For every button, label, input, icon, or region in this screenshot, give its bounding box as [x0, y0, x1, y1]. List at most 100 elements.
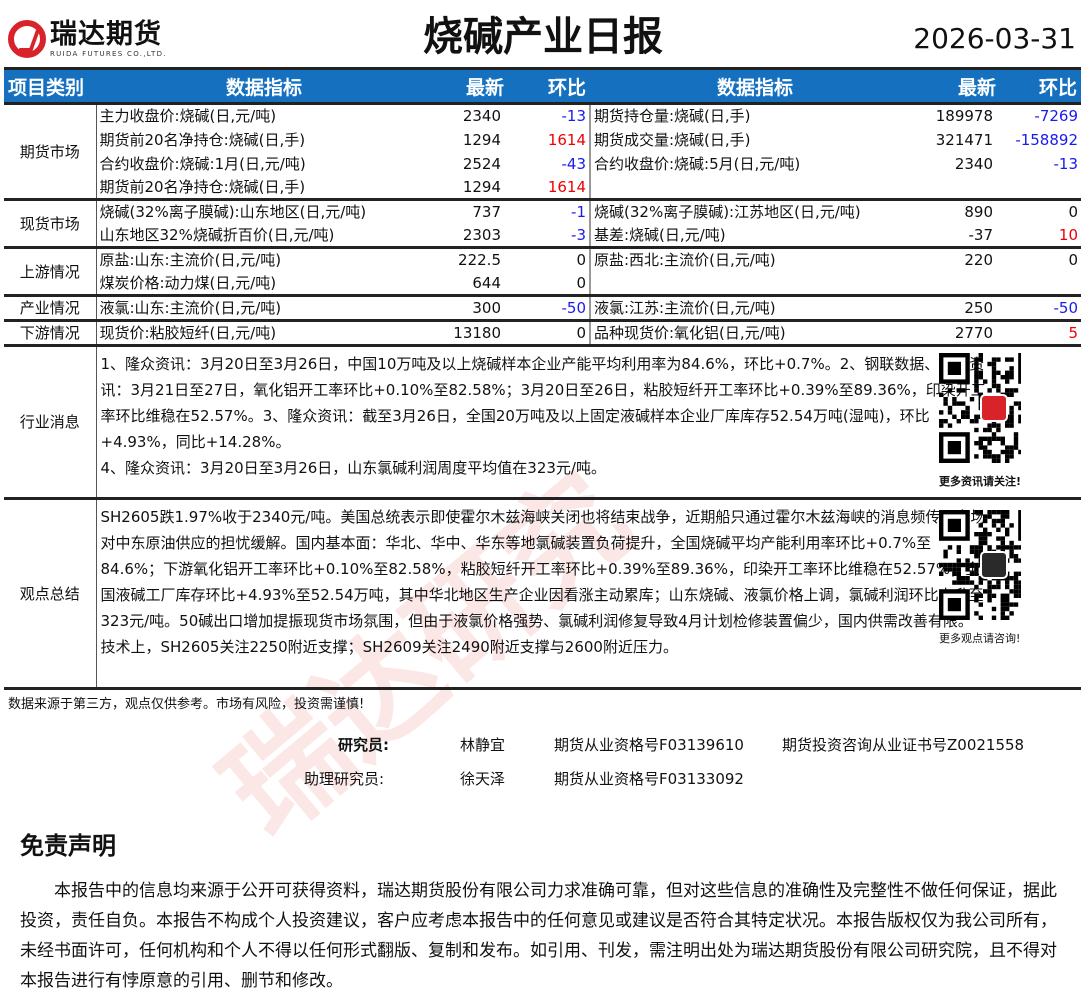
indicator-right-cell: 期货持仓量:烧碱(日,手) [590, 102, 920, 128]
indicator-right-cell: 期货成交量:烧碱(日,手) [594, 130, 751, 149]
category-cell: 产业情况 [4, 294, 97, 321]
company-logo: 瑞达期货 RUIDA FUTURES CO.,LTD. [8, 20, 167, 58]
latest-right-cell: 890 [920, 198, 996, 224]
latest-right-cell: 220 [920, 246, 996, 272]
change-right-cell: -50 [996, 294, 1081, 321]
latest-right-cell: 250 [920, 294, 996, 321]
researcher-role: 研究员: [338, 736, 389, 754]
latest-right-cell [920, 176, 996, 200]
latest-cell: 644 [472, 273, 501, 292]
change-right-cell: -7269 [996, 102, 1081, 128]
change-right-cell: 0 [996, 198, 1081, 224]
header-category: 项目类别 [4, 67, 96, 104]
report-title: 烧碱产业日报 [423, 14, 663, 60]
change-right-cell: -158892 [1015, 130, 1078, 149]
latest-right-cell: 321471 [935, 130, 993, 149]
header-indicator: 数据指标 [96, 67, 432, 104]
qr-caption: 更多资讯请关注! [939, 475, 1021, 488]
disclaimer-title: 免责声明 [20, 832, 116, 860]
indicator-cell: 期货前20名净持仓:烧碱(日,手) [99, 177, 306, 196]
header-indicator-right: 数据指标 [590, 67, 920, 104]
category-cell: 下游情况 [4, 319, 97, 346]
assistant-role: 助理研究员: [304, 770, 385, 788]
indicator-right-cell [590, 272, 920, 296]
latest-cell: 2303 [462, 225, 501, 244]
indicator-cell: 山东地区32%烧碱折百价(日,元/吨) [99, 225, 335, 244]
change-cell: 0 [504, 319, 591, 346]
table-row: 现货市场 烧碱(32%离子膜碱):山东地区(日,元/吨) 737 -1 烧碱(32%离子… [4, 198, 1081, 248]
researcher-cert: 期货从业资格号F03139610 [554, 736, 744, 754]
indicator-right-cell: 液氯:江苏:主流价(日,元/吨) [590, 294, 920, 321]
news-text: 1、隆众资讯：3月20日至3月26日，中国10万吨及以上烧碱样本企业产能平均利用… [96, 344, 996, 499]
news-body-4: 4、隆众资讯：3月20日至3月26日，山东氯碱利润周度平均值在323元/吨。 [100, 459, 607, 477]
change-cell: 1614 [504, 127, 591, 152]
logo-icon [8, 20, 46, 58]
change-cell: -43 [504, 151, 591, 176]
change-right-cell: -13 [1053, 154, 1079, 173]
indicator-cell: 合约收盘价:烧碱:1月(日,元/吨) [99, 154, 306, 173]
opinion-category: 观点总结 [4, 497, 97, 689]
change-cell: -13 [504, 102, 591, 128]
latest-cell: 2524 [462, 154, 501, 173]
latest-cell: 737 [432, 198, 504, 224]
qr-caption: 更多观点请咨询! [939, 632, 1021, 645]
wechat-qr-code-icon [939, 510, 1021, 620]
indicator-right-cell: 原盐:西北:主流价(日,元/吨) [590, 246, 920, 272]
header-latest-right: 最新 [920, 67, 996, 104]
researcher-name: 林静宜 [460, 736, 506, 754]
footnote: 数据来源于第三方，观点仅供参考。市场有风险，投资需谨慎! [8, 697, 365, 712]
latest-right-cell [920, 272, 996, 296]
change-cell: 0 [504, 271, 591, 296]
logo-english: RUIDA FUTURES CO.,LTD. [50, 50, 167, 58]
change-right-cell [996, 176, 1081, 200]
assistant-name: 徐天泽 [460, 770, 506, 788]
latest-cell: 13180 [432, 319, 504, 346]
opinion-qr: 更多观点请咨询! [936, 497, 1021, 689]
logo-name: 瑞达期货 [50, 19, 162, 50]
latest-right-cell: -37 [968, 225, 994, 244]
category-cell: 现货市场 [4, 198, 97, 248]
news-body: 1、隆众资讯：3月20日至3月26日，中国10万吨及以上烧碱样本企业产能平均利用… [100, 355, 986, 451]
change-cell: -3 [504, 223, 591, 248]
latest-right-cell: 189978 [920, 102, 996, 128]
change-cell: 1614 [504, 175, 591, 200]
latest-right-cell: 2770 [920, 319, 996, 346]
change-cell: -1 [504, 198, 591, 224]
change-right-cell: 0 [996, 246, 1081, 272]
indicator-cell: 原盐:山东:主流价(日,元/吨) [96, 246, 432, 272]
latest-cell: 300 [432, 294, 504, 321]
researcher-advisory-cert: 期货投资咨询从业证书号Z0021558 [782, 736, 1025, 754]
table-row: 产业情况 液氯:山东:主流价(日,元/吨) 300 -50 液氯:江苏:主流价(日,元/… [4, 294, 1081, 321]
table-row: 合约收盘价:烧碱:1月(日,元/吨) 2524 -43 合约收盘价:烧碱:5月(日,元… [4, 151, 1081, 176]
table-row: 期货市场 主力收盘价:烧碱(日,元/吨) 2340 -13 期货持仓量:烧碱(日,手) 1… [4, 102, 1081, 200]
indicator-cell: 煤炭价格:动力煤(日,元/吨) [99, 273, 277, 292]
indicator-cell: 液氯:山东:主流价(日,元/吨) [96, 294, 432, 321]
indicator-right-cell: 基差:烧碱(日,元/吨) [594, 225, 726, 244]
category-cell: 上游情况 [4, 246, 97, 296]
header-change: 环比 [504, 67, 590, 104]
table-row: 下游情况 现货价:粘胶短纤(日,元/吨) 13180 0 品种现货价:氧化铝(日,元/吨… [4, 319, 1081, 346]
change-right-cell [996, 272, 1081, 296]
disclaimer-text: 本报告中的信息均来源于公开可获得资料，瑞达期货股份有限公司力求准确可靠，但对这些… [20, 881, 1057, 991]
latest-cell: 1294 [462, 130, 501, 149]
change-cell: 0 [504, 246, 591, 272]
indicator-right-cell: 合约收盘价:烧碱:5月(日,元/吨) [594, 154, 801, 173]
table-row: 上游情况 原盐:山东:主流价(日,元/吨) 222.5 0 原盐:西北:主流价(日,元/… [4, 246, 1081, 296]
latest-cell: 222.5 [432, 246, 504, 272]
indicator-cell: 烧碱(32%离子膜碱):山东地区(日,元/吨) [96, 198, 432, 224]
latest-cell: 1294 [462, 177, 501, 196]
data-table: 项目类别 数据指标 最新 环比 数据指标 最新 环比 期货市场 主力收盘价:烧碱(… [4, 67, 1081, 690]
table-row: 期货前20名净持仓:烧碱(日,手) 1294 1614 期货成交量:烧碱(日,手) 32… [4, 127, 1081, 152]
news-qr: 更多资讯请关注! [936, 344, 1021, 499]
indicator-cell: 主力收盘价:烧碱(日,元/吨) [96, 102, 432, 128]
table-row: 山东地区32%烧碱折百价(日,元/吨) 2303 -3 基差:烧碱(日,元/吨) -37… [4, 223, 1081, 248]
indicator-right-cell: 烧碱(32%离子膜碱):江苏地区(日,元/吨) [590, 198, 920, 224]
opinion-text: SH2605跌1.97%收于2340元/吨。美国总统表示即使霍尔木兹海峡关闭也将… [96, 497, 996, 689]
qr-code-icon [939, 353, 1021, 463]
indicator-right-cell [590, 176, 920, 200]
assistant-cert: 期货从业资格号F03133092 [554, 770, 744, 788]
table-row: 煤炭价格:动力煤(日,元/吨) 644 0 [4, 271, 1081, 296]
change-right-cell: 10 [1058, 225, 1078, 244]
indicator-cell: 期货前20名净持仓:烧碱(日,手) [99, 130, 306, 149]
table-row: 期货前20名净持仓:烧碱(日,手) 1294 1614 [4, 175, 1081, 200]
